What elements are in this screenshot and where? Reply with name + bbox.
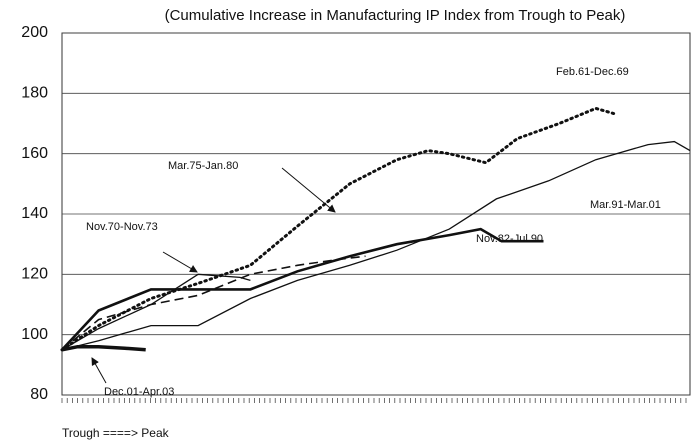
y-tick-label: 200	[21, 24, 48, 41]
y-tick-label: 80	[30, 386, 48, 403]
arrow	[162, 251, 198, 273]
series-label: Mar.91-Mar.01	[590, 199, 661, 211]
arrow	[281, 167, 336, 213]
chart-title: (Cumulative Increase in Manufacturing IP…	[165, 7, 626, 24]
series-line	[61, 344, 146, 352]
series-label: Dec.01-Apr.03	[104, 386, 174, 398]
y-tick-label: 140	[21, 205, 48, 222]
y-tick-label: 160	[21, 145, 48, 162]
series-line	[61, 140, 691, 351]
series-line	[61, 255, 366, 351]
x-axis-label: Trough ====> Peak	[62, 426, 170, 440]
series-label: Nov.70-Nov.73	[86, 221, 158, 233]
y-tick-label: 100	[21, 326, 48, 343]
series-line	[61, 227, 544, 351]
series-label: Feb.61-Dec.69	[556, 66, 629, 78]
series-line	[61, 273, 251, 351]
y-tick-label: 120	[21, 266, 48, 283]
series-line	[60, 106, 619, 352]
arrow	[91, 357, 107, 384]
series-label: Nov.82-Jul.90	[476, 233, 543, 245]
series-label: Mar.75-Jan.80	[168, 160, 238, 172]
y-tick-label: 180	[21, 85, 48, 102]
